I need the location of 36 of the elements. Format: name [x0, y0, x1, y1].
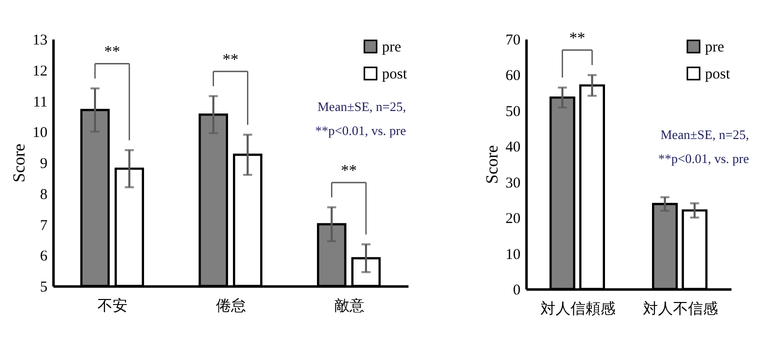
- annotation: **: [104, 44, 120, 61]
- y-tick-label: 50: [506, 104, 520, 120]
- annotation: **: [340, 162, 357, 180]
- y-tick-label: 30: [506, 175, 520, 192]
- y-tick-label: 60: [506, 68, 520, 84]
- y-tick-label: 8: [40, 186, 48, 203]
- annotation: Mean±SE, n=25,: [318, 99, 406, 114]
- legend-label: post: [382, 66, 408, 82]
- annotation: **: [222, 51, 238, 68]
- x-tick-label: 敵意: [334, 298, 364, 314]
- y-axis-title: Score: [10, 144, 28, 182]
- y-axis-title: Score: [482, 145, 502, 184]
- y-tick-label: 10: [506, 246, 520, 263]
- y-tick-label: 40: [506, 140, 520, 156]
- y-tick-label: 13: [32, 32, 48, 48]
- y-tick-label: 70: [506, 32, 520, 48]
- y-tick-label: 9: [40, 156, 48, 172]
- y-tick-label: 10: [32, 125, 48, 142]
- annotation: **p<0.01, vs. pre: [658, 151, 750, 166]
- y-tick-label: 7: [40, 218, 48, 234]
- legend-label: post: [705, 66, 731, 82]
- y-tick-label: 0: [513, 282, 520, 298]
- legend-label: pre: [382, 40, 402, 56]
- legend-label: pre: [705, 40, 724, 56]
- annotation: Mean±SE, n=25,: [660, 127, 749, 142]
- annotation: **: [569, 30, 586, 48]
- y-tick-label: 20: [506, 211, 520, 228]
- y-tick-label: 5: [40, 280, 48, 296]
- x-tick-label: 対人不信感: [642, 300, 718, 318]
- x-tick-label: 不安: [98, 298, 128, 314]
- annotation: **p<0.01, vs. pre: [315, 123, 406, 138]
- y-tick-label: 11: [33, 94, 48, 110]
- y-tick-label: 12: [32, 63, 48, 80]
- x-tick-label: 対人信頼感: [540, 300, 616, 318]
- x-tick-label: 倦怠: [216, 298, 246, 314]
- y-tick-label: 6: [40, 248, 48, 265]
